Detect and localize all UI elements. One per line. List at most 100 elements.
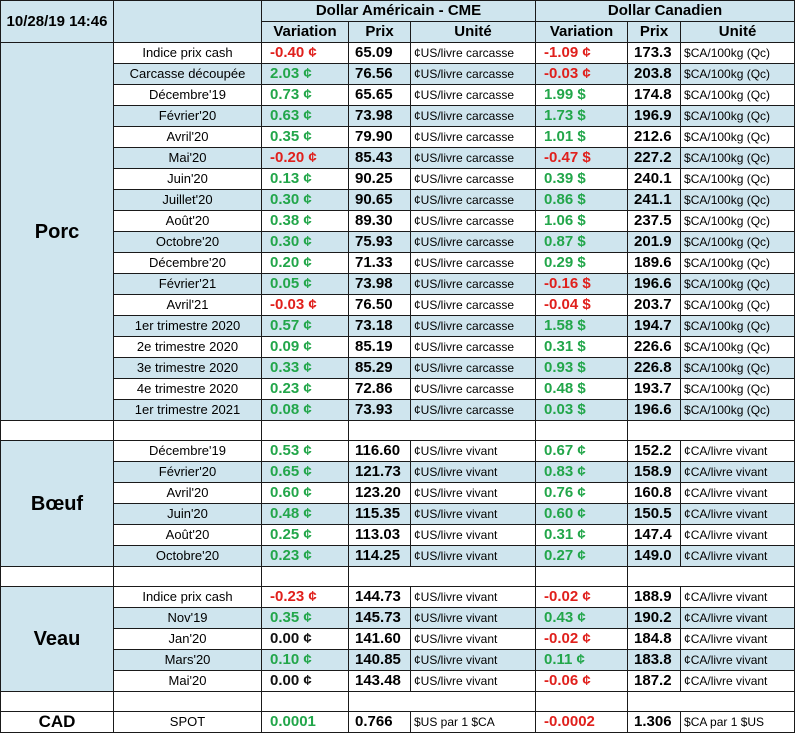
section-name-buf: Bœuf <box>0 440 114 567</box>
ca-unit: $CA/100kg (Qc) <box>680 126 795 148</box>
table-row: Nov'19 0.35 ¢ 145.73 ¢US/livre vivant 0.43 ¢… <box>1 607 795 629</box>
header-row-2: Variation Prix Unité Variation Prix Unit… <box>1 21 795 43</box>
table-row: 1er trimestre 2020 0.57 ¢ 73.18 ¢US/livre c… <box>1 315 795 337</box>
ca-unit: ¢CA/livre vivant <box>680 440 795 462</box>
us-variation: 0.53 ¢ <box>261 440 349 462</box>
ca-price: 183.8 <box>627 649 682 671</box>
us-unit: ¢US/livre carcasse <box>409 273 537 295</box>
us-unit: ¢US/livre carcasse <box>409 210 537 232</box>
ca-variation: 1.06 $ <box>535 210 629 232</box>
table-row: Mai'20 0.00 ¢ 143.48 ¢US/livre vivant -0.06 … <box>1 670 795 692</box>
contract-label: Nov'19 <box>113 607 262 629</box>
us-variation: 0.23 ¢ <box>261 378 349 400</box>
ca-price: 187.2 <box>627 670 682 692</box>
ca-price: 227.2 <box>627 147 682 169</box>
ca-unit: ¢CA/livre vivant <box>680 503 795 525</box>
ca-variation: 1.99 $ <box>535 84 629 106</box>
table-row: 2e trimestre 2020 0.09 ¢ 85.19 ¢US/livre ca… <box>1 336 795 358</box>
us-unit: ¢US/livre vivant <box>409 670 537 692</box>
ca-price: 196.9 <box>627 105 682 127</box>
us-variation: 0.20 ¢ <box>261 252 349 274</box>
ca-unit: $CA/100kg (Qc) <box>680 357 795 379</box>
table-row: Octobre'20 0.23 ¢ 114.25 ¢US/livre vivant 0.… <box>1 545 795 567</box>
contract-label: 2e trimestre 2020 <box>113 336 262 358</box>
table-row: Bœuf Décembre'19 0.53 ¢ 116.60 ¢US/livre viv… <box>0 440 795 567</box>
ca-variation-header: Variation <box>535 21 629 43</box>
ca-unit: ¢CA/livre vivant <box>680 649 795 671</box>
us-price: 90.65 <box>348 189 411 211</box>
us-price: 90.25 <box>348 168 411 190</box>
us-variation: 0.57 ¢ <box>261 315 349 337</box>
section-gap <box>0 420 795 441</box>
ca-price: 158.9 <box>627 461 682 483</box>
table-row: Août'20 0.25 ¢ 113.03 ¢US/livre vivant 0.31 … <box>1 524 795 546</box>
us-unit: ¢US/livre vivant <box>409 628 537 650</box>
contract-label: Octobre'20 <box>113 545 262 567</box>
contract-label: Juin'20 <box>113 168 262 190</box>
ca-unit: $CA/100kg (Qc) <box>680 168 795 190</box>
us-unit: ¢US/livre carcasse <box>409 336 537 358</box>
contract-label: 3e trimestre 2020 <box>113 357 262 379</box>
table-row: Porc Indice prix cash -0.40 ¢ 65.09 ¢US/livr… <box>0 42 795 421</box>
ca-unit: ¢CA/livre vivant <box>680 670 795 692</box>
table-row: Octobre'20 0.30 ¢ 75.93 ¢US/livre carcasse 0… <box>1 231 795 253</box>
us-variation: 0.38 ¢ <box>261 210 349 232</box>
us-unit: ¢US/livre carcasse <box>409 147 537 169</box>
ca-variation: -1.09 ¢ <box>535 42 629 64</box>
us-variation: 0.05 ¢ <box>261 273 349 295</box>
ca-variation: 0.43 ¢ <box>535 607 629 629</box>
ca-unit: $CA/100kg (Qc) <box>680 147 795 169</box>
contract-label: 1er trimestre 2021 <box>113 399 262 421</box>
contract-label: Août'20 <box>113 210 262 232</box>
ca-unit: $CA/100kg (Qc) <box>680 294 795 316</box>
table-row: Février'20 0.65 ¢ 121.73 ¢US/livre vivant 0.… <box>1 461 795 483</box>
us-variation: 0.60 ¢ <box>261 482 349 504</box>
ca-variation: -0.03 ¢ <box>535 63 629 85</box>
us-price: 65.65 <box>348 84 411 106</box>
us-price: 76.56 <box>348 63 411 85</box>
gap-cell-ca <box>535 566 629 587</box>
us-variation: 0.73 ¢ <box>261 84 349 106</box>
us-unit: ¢US/livre carcasse <box>409 126 537 148</box>
us-dollar-title: Dollar Américain - CME <box>260 0 537 22</box>
us-unit: ¢US/livre carcasse <box>409 42 537 64</box>
us-variation: 0.35 ¢ <box>261 607 349 629</box>
us-unit: ¢US/livre carcasse <box>409 105 537 127</box>
us-unit: ¢US/livre vivant <box>409 482 537 504</box>
us-price: 73.93 <box>348 399 411 421</box>
us-variation: 0.09 ¢ <box>261 336 349 358</box>
gap-cell-ca-span <box>627 420 795 441</box>
gap-cell-category <box>0 691 114 712</box>
us-unit: ¢US/livre carcasse <box>409 252 537 274</box>
contract-label: Avril'20 <box>113 126 262 148</box>
table-row: Mai'20 -0.20 ¢ 85.43 ¢US/livre carcasse -0.4… <box>1 147 795 169</box>
ca-unit: $CA/100kg (Qc) <box>680 63 795 85</box>
ca-unit: ¢CA/livre vivant <box>680 524 795 546</box>
us-unit: ¢US/livre vivant <box>409 607 537 629</box>
us-price: 85.43 <box>348 147 411 169</box>
ca-unit-header: Unité <box>680 21 795 43</box>
us-unit: ¢US/livre carcasse <box>409 231 537 253</box>
ca-variation: 1.73 $ <box>535 105 629 127</box>
ca-unit: $CA/100kg (Qc) <box>680 210 795 232</box>
ca-variation: -0.02 ¢ <box>535 586 629 608</box>
ca-unit: ¢CA/livre vivant <box>680 586 795 608</box>
gap-cell-category <box>0 566 114 587</box>
us-unit: ¢US/livre vivant <box>409 524 537 546</box>
ca-unit: ¢CA/livre vivant <box>680 628 795 650</box>
table-row: Veau Indice prix cash -0.23 ¢ 144.73 ¢US/liv… <box>0 586 795 692</box>
table-row: Août'20 0.38 ¢ 89.30 ¢US/livre carcasse 1.06… <box>1 210 795 232</box>
ca-variation: -0.06 ¢ <box>535 670 629 692</box>
gap-cell-us <box>261 420 349 441</box>
ca-price: 226.6 <box>627 336 682 358</box>
ca-unit: $CA/100kg (Qc) <box>680 399 795 421</box>
us-price: 140.85 <box>348 649 411 671</box>
table-row: 3e trimestre 2020 0.33 ¢ 85.29 ¢US/livre ca… <box>1 357 795 379</box>
us-price: 79.90 <box>348 126 411 148</box>
us-price: 115.35 <box>348 503 411 525</box>
table-row: 1er trimestre 2021 0.08 ¢ 73.93 ¢US/livre c… <box>1 399 795 421</box>
us-variation: -0.03 ¢ <box>261 294 349 316</box>
us-variation: 0.35 ¢ <box>261 126 349 148</box>
us-unit: ¢US/livre carcasse <box>409 315 537 337</box>
price-table: 10/28/19 14:46 Dollar Américain - CME Do… <box>0 0 795 733</box>
